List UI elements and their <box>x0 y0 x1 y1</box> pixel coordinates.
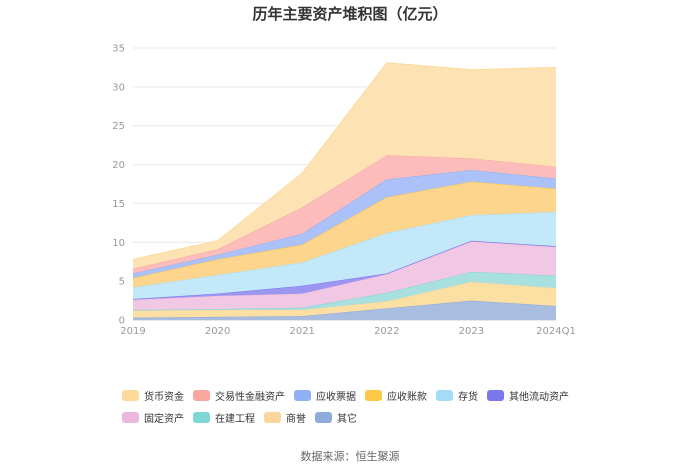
legend-item[interactable]: 应收账款 <box>365 388 427 403</box>
area-series-line-货币资金 <box>132 62 557 260</box>
legend-label: 货币资金 <box>144 391 184 403</box>
legend-swatch <box>315 411 332 423</box>
area-series-在建工程[interactable] <box>133 271 556 311</box>
legend-swatch <box>122 389 139 401</box>
legend-swatch <box>122 411 139 423</box>
legend-swatch <box>193 411 210 423</box>
legend-row: 货币资金 交易性金融资产 应收票据 应收账款 存货 其他流动资产 <box>122 388 592 403</box>
legend-swatch <box>264 411 281 423</box>
legend-item[interactable]: 交易性金融资产 <box>193 388 285 403</box>
legend-row: 固定资产 在建工程 商誉 其它 <box>122 410 592 425</box>
x-tick-label: 2021 <box>289 326 314 337</box>
legend-swatch <box>487 389 504 401</box>
legend-label: 其它 <box>337 413 357 425</box>
area-series-应收票据[interactable] <box>133 170 556 279</box>
y-tick-label: 20 <box>112 160 125 171</box>
area-series-商誉[interactable] <box>133 281 556 318</box>
legend-item[interactable]: 其他流动资产 <box>487 388 569 403</box>
axes: 0 5 10 15 20 25 30 35 2019 2020 2021 2022 2023 2024Q1 <box>112 44 576 338</box>
legend-swatch <box>365 389 382 401</box>
y-tick-label: 25 <box>112 121 125 132</box>
legend-item[interactable]: 固定资产 <box>122 410 184 425</box>
legend-item[interactable]: 其它 <box>315 410 357 425</box>
legend-label: 在建工程 <box>215 413 255 425</box>
area-series-交易性金融资产[interactable] <box>133 155 556 274</box>
y-tick-label: 35 <box>112 44 125 55</box>
legend-item[interactable]: 商誉 <box>264 410 306 425</box>
legend-swatch <box>294 389 311 401</box>
x-tick-label: 2024Q1 <box>536 326 576 337</box>
x-tick-label: 2023 <box>459 326 484 337</box>
legend-label: 应收账款 <box>387 391 427 403</box>
x-tick-label: 2022 <box>374 326 399 337</box>
legend-item[interactable]: 存货 <box>436 388 478 403</box>
area-series-line-固定资产 <box>132 241 557 301</box>
x-tick-label: 2020 <box>205 326 230 337</box>
area-series-存货[interactable] <box>133 211 556 300</box>
legend-item[interactable]: 在建工程 <box>193 410 255 425</box>
legend-label: 存货 <box>458 391 478 403</box>
legend-swatch <box>193 389 210 401</box>
chart-title: 历年主要资产堆积图（亿元） <box>252 5 448 23</box>
legend: 货币资金 交易性金融资产 应收票据 应收账款 存货 其他流动资产固定资产 在建工程 商誉 其它 <box>122 388 592 432</box>
area-series-其它[interactable] <box>133 300 556 320</box>
x-tick-label: 2019 <box>120 326 145 337</box>
legend-label: 交易性金融资产 <box>215 391 285 403</box>
y-tick-label: 10 <box>112 238 125 249</box>
area-series-货币资金[interactable] <box>133 62 556 269</box>
legend-item[interactable]: 应收票据 <box>294 388 356 403</box>
legend-label: 固定资产 <box>144 413 184 425</box>
legend-label: 商誉 <box>286 413 306 425</box>
area-series-应收账款[interactable] <box>133 181 556 288</box>
y-tick-label: 5 <box>119 277 125 288</box>
legend-item[interactable]: 货币资金 <box>122 388 184 403</box>
y-tick-label: 15 <box>112 199 125 210</box>
stacked-areas <box>132 62 557 320</box>
y-tick-label: 0 <box>119 316 125 327</box>
legend-label: 应收票据 <box>316 391 356 403</box>
data-source: 数据来源：恒生聚源 <box>300 450 400 463</box>
y-tick-label: 30 <box>112 82 125 93</box>
legend-swatch <box>436 389 453 401</box>
area-series-固定资产[interactable] <box>133 241 556 310</box>
legend-label: 其他流动资产 <box>509 391 569 403</box>
